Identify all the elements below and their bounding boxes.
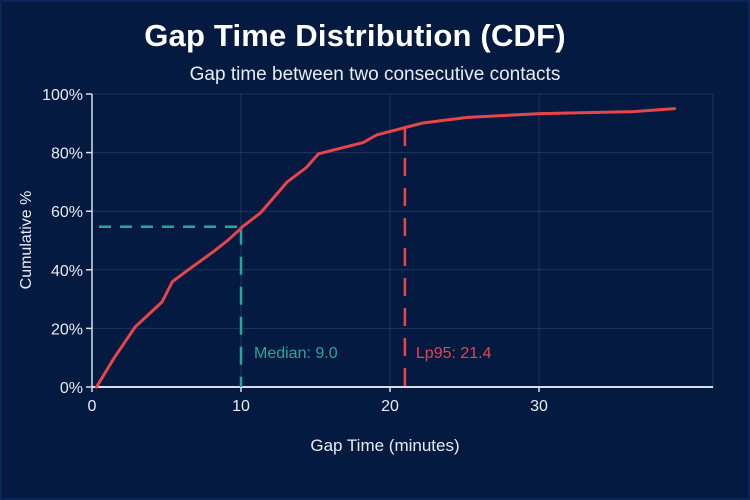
axes (86, 93, 713, 392)
chart-title: Gap Time Distribution (CDF) (144, 18, 566, 53)
cdf-line (95, 107, 677, 389)
median-label: Median: 9.0 (254, 345, 338, 362)
grid-lines (92, 93, 714, 387)
lp95-label: Lp95: 21.4 (416, 345, 492, 362)
x-tick-label: 30 (530, 398, 548, 415)
y-tick-label: 40% (51, 263, 83, 280)
y-tick-label: 100% (42, 87, 83, 104)
y-tick-label: 0% (60, 380, 83, 397)
annotations: Median: 9.0 Lp95: 21.4 (99, 127, 492, 387)
y-tick-label: 20% (51, 321, 83, 338)
x-tick-label: 0 (88, 398, 97, 415)
x-tick-label: 20 (381, 398, 399, 415)
x-tick-label: 10 (232, 398, 250, 415)
y-tick-label: 60% (51, 204, 83, 221)
cdf-series (95, 107, 677, 389)
chart-subtitle: Gap time between two consecutive contact… (189, 64, 561, 85)
y-axis-label: Cumulative % (18, 190, 35, 290)
tick-labels: 0% 20% 40% 60% 80% 100% 0 10 20 30 (42, 87, 548, 415)
y-tick-label: 80% (51, 146, 83, 163)
x-axis-label: Gap Time (minutes) (310, 436, 460, 455)
